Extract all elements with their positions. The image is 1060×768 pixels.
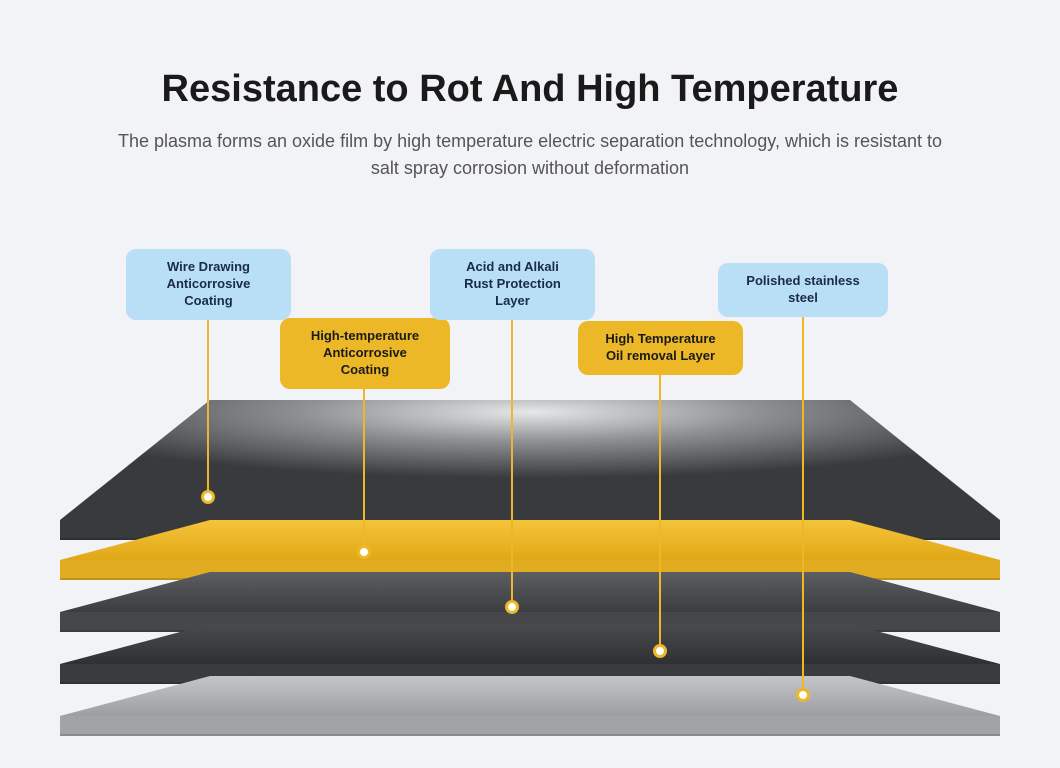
dot-wire-drawing: [201, 490, 215, 504]
dot-oil-removal: [653, 644, 667, 658]
layer-layer5: [60, 676, 1000, 740]
connector-oil-removal: [659, 367, 661, 649]
dot-polished: [796, 688, 810, 702]
label-high-temp-coating: High-temperature Anticorrosive Coating: [280, 318, 450, 389]
label-acid-alkali: Acid and Alkali Rust Protection Layer: [430, 249, 595, 320]
page-title: Resistance to Rot And High Temperature: [0, 68, 1060, 111]
dot-high-temp-coating: [357, 545, 371, 559]
layers-stack: [60, 400, 1000, 760]
dot-acid-alkali: [505, 600, 519, 614]
label-wire-drawing: Wire Drawing Anticorrosive Coating: [126, 249, 291, 320]
connector-polished: [802, 297, 804, 693]
page-subtitle: The plasma forms an oxide film by high t…: [116, 128, 944, 182]
connector-acid-alkali: [511, 295, 513, 605]
label-polished: Polished stainless steel: [718, 263, 888, 317]
connector-high-temp-coating: [363, 364, 365, 550]
label-oil-removal: High Temperature Oil removal Layer: [578, 321, 743, 375]
connector-wire-drawing: [207, 295, 209, 495]
